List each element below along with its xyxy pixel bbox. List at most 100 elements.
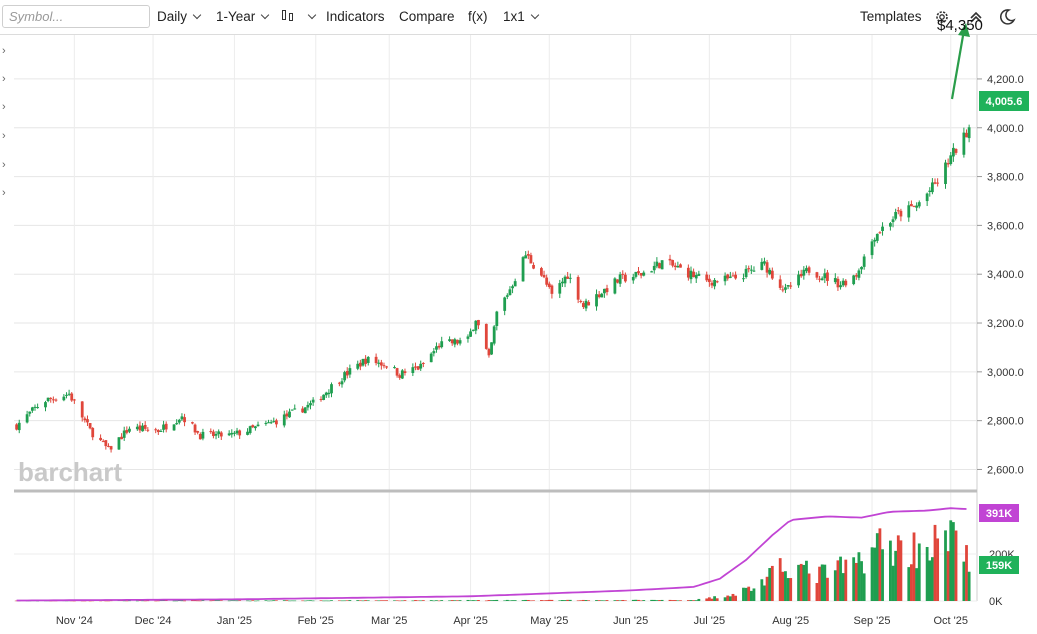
candle-body xyxy=(860,266,863,270)
candle-body xyxy=(91,427,95,438)
x-tick-label: Mar '25 xyxy=(371,615,407,627)
volume-bar xyxy=(201,600,205,601)
indicators-button[interactable]: Indicators xyxy=(326,9,385,24)
candle-body xyxy=(293,408,297,410)
candle-body xyxy=(676,266,680,268)
volume-bar xyxy=(348,600,352,601)
candle-body xyxy=(949,155,953,164)
candlestick-series xyxy=(15,124,971,453)
volume-bar xyxy=(728,596,732,601)
volume-bar xyxy=(322,600,326,602)
candle-body xyxy=(456,339,459,344)
barchart-watermark: barchart xyxy=(18,457,122,487)
y-tick-label: 3,800.0 xyxy=(987,172,1024,184)
x-tick-label: Aug '25 xyxy=(772,615,809,627)
volume-bar xyxy=(285,600,289,601)
volume-bar xyxy=(288,600,291,602)
candle-body xyxy=(579,301,583,303)
volume-bar xyxy=(967,571,971,601)
candle-body xyxy=(138,425,142,431)
candle-body xyxy=(322,394,326,400)
chart-type-select[interactable] xyxy=(280,0,317,34)
candle-body xyxy=(765,262,769,273)
gear-icon[interactable] xyxy=(934,9,950,25)
templates-button[interactable]: Templates xyxy=(860,9,922,24)
candle-body xyxy=(734,274,737,279)
volume-bar xyxy=(303,600,307,602)
expand-icon[interactable]: › xyxy=(2,45,6,57)
candle-body xyxy=(692,271,696,278)
volume-bar xyxy=(267,600,270,602)
candle-body xyxy=(65,394,68,396)
volume-bar xyxy=(802,564,806,601)
candle-body xyxy=(878,232,882,234)
volume-bar xyxy=(616,600,619,601)
candle-body xyxy=(440,341,444,348)
dark-mode-icon[interactable] xyxy=(998,8,1016,26)
period-select[interactable]: 1-Year xyxy=(216,0,270,34)
price-chart[interactable]: barchart 2,600.0 2,800.0 3,000.0 3,200.0 3,4… xyxy=(0,17,1037,634)
candle-body xyxy=(345,371,349,376)
volume-bar xyxy=(107,600,110,602)
candle-body xyxy=(618,274,622,284)
interval-select[interactable]: Daily xyxy=(157,0,202,34)
volume-bar xyxy=(156,600,160,602)
candle-body xyxy=(303,407,307,414)
candle-body xyxy=(891,219,895,223)
volume-bar xyxy=(282,600,286,601)
volume-bar xyxy=(889,540,892,601)
expand-icon[interactable]: › xyxy=(2,101,6,113)
volume-bar xyxy=(416,600,420,602)
expand-icon[interactable]: › xyxy=(2,159,6,171)
candle-body xyxy=(912,205,916,207)
candle-body xyxy=(44,402,47,408)
y-tick-label: 2,600.0 xyxy=(987,464,1024,476)
volume-bar xyxy=(469,600,472,601)
volume-bar xyxy=(177,600,181,601)
candle-body xyxy=(101,441,105,443)
volume-bar xyxy=(930,557,934,601)
volume-bar xyxy=(965,545,968,601)
candle-body xyxy=(841,280,845,286)
price-axis: 2,600.0 2,800.0 3,000.0 3,200.0 3,400.0 3,600… xyxy=(977,74,1024,476)
volume-bar xyxy=(366,600,370,601)
volume-bar xyxy=(456,600,459,601)
volume-bar xyxy=(526,599,530,601)
expand-icon[interactable]: › xyxy=(2,187,6,199)
candle-body xyxy=(524,255,528,259)
volume-bar xyxy=(862,573,866,601)
candle-body xyxy=(540,268,543,276)
volume-bar xyxy=(778,558,782,601)
volume-bar xyxy=(852,557,856,601)
candle-body xyxy=(967,127,971,139)
candle-body xyxy=(694,275,698,279)
candle-body xyxy=(432,351,436,354)
volume-bar xyxy=(875,533,879,601)
volume-bar xyxy=(826,577,829,601)
expand-icon[interactable]: › xyxy=(2,130,6,142)
volume-bar xyxy=(272,600,276,601)
candle-body xyxy=(288,411,291,418)
candle-body xyxy=(235,430,239,434)
collapse-icon[interactable] xyxy=(968,9,984,25)
volume-bar xyxy=(248,600,252,602)
y-tick-label: 4,200.0 xyxy=(987,74,1024,86)
candle-body xyxy=(453,339,457,345)
candle-body xyxy=(54,399,58,401)
candle-body xyxy=(650,271,654,273)
expand-icon[interactable]: › xyxy=(2,73,6,85)
volume-bar xyxy=(235,600,239,602)
candle-body xyxy=(928,190,932,192)
candle-body xyxy=(508,289,512,296)
interval-label: Daily xyxy=(157,9,188,24)
candle-body xyxy=(726,274,730,279)
compare-button[interactable]: Compare xyxy=(399,9,455,24)
symbol-input[interactable] xyxy=(2,5,150,28)
function-button[interactable]: f(x) xyxy=(468,9,488,24)
candle-body xyxy=(411,367,415,374)
candle-body xyxy=(710,282,714,286)
volume-bar xyxy=(358,600,362,601)
volume-bar xyxy=(713,596,717,601)
candle-body xyxy=(944,162,947,185)
layout-select[interactable]: 1x1 xyxy=(503,0,540,34)
